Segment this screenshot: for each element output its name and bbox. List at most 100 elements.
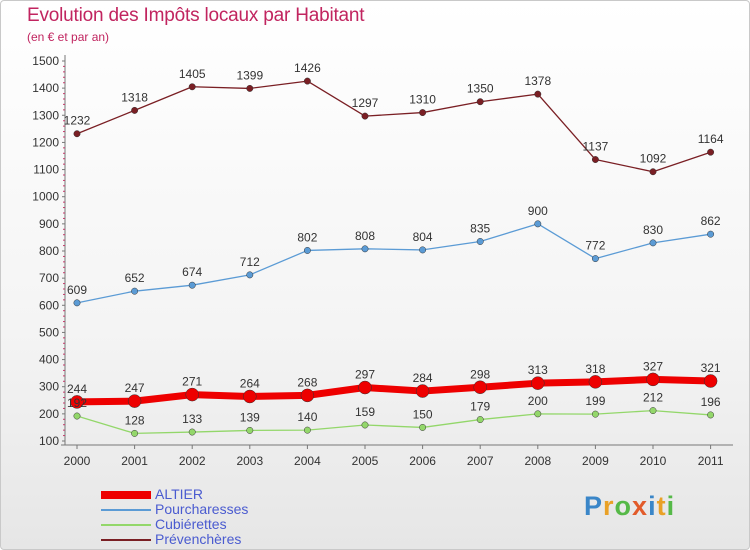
data-label: 900	[528, 204, 548, 218]
data-point	[476, 98, 484, 106]
legend-item: Prévenchères	[101, 532, 248, 547]
data-point	[127, 394, 142, 408]
data-point	[531, 376, 545, 390]
data-label: 321	[701, 361, 721, 375]
x-tick-label: 2010	[640, 454, 667, 468]
data-point	[534, 220, 542, 228]
data-point	[361, 421, 369, 429]
x-tick-label: 2007	[467, 454, 494, 468]
data-label: 264	[240, 376, 260, 390]
legend-item: Pourcharesses	[101, 502, 248, 517]
series-pourcharesses	[73, 220, 715, 307]
data-point	[73, 299, 81, 307]
data-point	[303, 426, 311, 434]
legend-swatch	[101, 523, 151, 526]
series-altier	[70, 372, 718, 409]
data-label: 1350	[467, 82, 494, 96]
data-point	[358, 380, 372, 395]
data-point	[646, 372, 660, 387]
data-label: 1405	[179, 67, 206, 81]
data-label: 804	[413, 230, 433, 244]
y-tick-label: 700	[39, 271, 59, 285]
data-point	[419, 423, 427, 431]
data-label: 297	[355, 368, 375, 382]
legend-swatch	[101, 508, 151, 511]
data-label: 1426	[294, 61, 321, 75]
x-tick-label: 2000	[64, 454, 91, 468]
data-point	[707, 230, 715, 238]
data-label: 1310	[409, 93, 436, 107]
data-point	[419, 109, 427, 117]
data-label: 772	[585, 239, 605, 253]
y-tick-label: 100	[39, 434, 59, 448]
data-point	[303, 77, 311, 85]
y-tick-label: 1500	[32, 54, 59, 68]
data-label: 1164	[698, 132, 724, 146]
data-label: 830	[643, 223, 663, 237]
data-point	[591, 156, 599, 163]
data-label: 268	[297, 375, 317, 389]
data-label: 284	[413, 371, 433, 385]
data-label: 318	[585, 362, 605, 376]
data-point	[707, 148, 715, 156]
data-point	[588, 375, 603, 389]
data-point	[246, 426, 254, 434]
data-label: 212	[643, 391, 663, 405]
x-tick-label: 2006	[409, 454, 436, 468]
data-label: 1318	[121, 90, 148, 104]
data-label: 179	[470, 400, 490, 414]
y-tick-label: 300	[39, 380, 59, 394]
chart-series	[70, 77, 718, 437]
y-tick-label: 1400	[32, 81, 59, 95]
series-line	[76, 80, 711, 173]
data-label: 808	[355, 229, 375, 243]
y-tick-label: 1100	[33, 163, 59, 177]
data-label: 674	[182, 265, 202, 279]
data-point	[185, 387, 199, 402]
data-label: 1378	[524, 74, 551, 88]
legend-label: Cubiérettes	[155, 516, 227, 532]
data-point	[246, 84, 254, 92]
data-point	[419, 246, 427, 254]
x-tick-label: 2008	[524, 454, 551, 468]
y-tick-label: 800	[39, 244, 59, 258]
data-label: 133	[182, 412, 202, 426]
data-point	[131, 429, 139, 437]
legend: ALTIER Pourcharesses Cubiérettes Prévenchèr…	[101, 487, 248, 547]
y-tick-label: 500	[39, 325, 59, 339]
data-point	[303, 247, 311, 254]
chart-subtitle: (en € et par an)	[27, 30, 110, 44]
data-label: 192	[67, 396, 87, 410]
legend-swatch	[101, 538, 151, 541]
data-point	[534, 90, 542, 98]
series-line	[76, 223, 711, 304]
data-label: 327	[643, 359, 663, 373]
y-tick-label: 1000	[32, 190, 59, 204]
data-point	[649, 239, 657, 247]
data-point	[246, 271, 254, 279]
data-label: 862	[701, 214, 721, 228]
data-label: 200	[528, 394, 548, 408]
data-point	[476, 416, 484, 424]
y-tick-label: 400	[39, 353, 59, 367]
data-point	[131, 287, 139, 295]
x-tick-label: 2002	[179, 454, 206, 468]
y-tick-label: 1300	[32, 108, 59, 122]
data-label: 313	[528, 363, 548, 377]
chart-axes: 100 200 300 400 500 600 700 800 900 1000 1100 1200 1…	[32, 54, 733, 468]
legend-label: ALTIER	[155, 486, 203, 502]
data-label: 139	[240, 410, 260, 424]
data-label: 128	[125, 413, 145, 427]
y-tick-label: 1200	[32, 135, 59, 149]
data-point	[703, 374, 718, 388]
data-label: 1092	[640, 152, 667, 166]
data-point	[534, 410, 542, 418]
data-point	[188, 428, 196, 436]
data-point	[361, 245, 369, 253]
data-label: 1137	[582, 140, 608, 154]
data-label: 652	[125, 271, 145, 285]
data-point	[70, 395, 84, 409]
data-label: 712	[240, 255, 260, 269]
data-point	[131, 106, 139, 114]
